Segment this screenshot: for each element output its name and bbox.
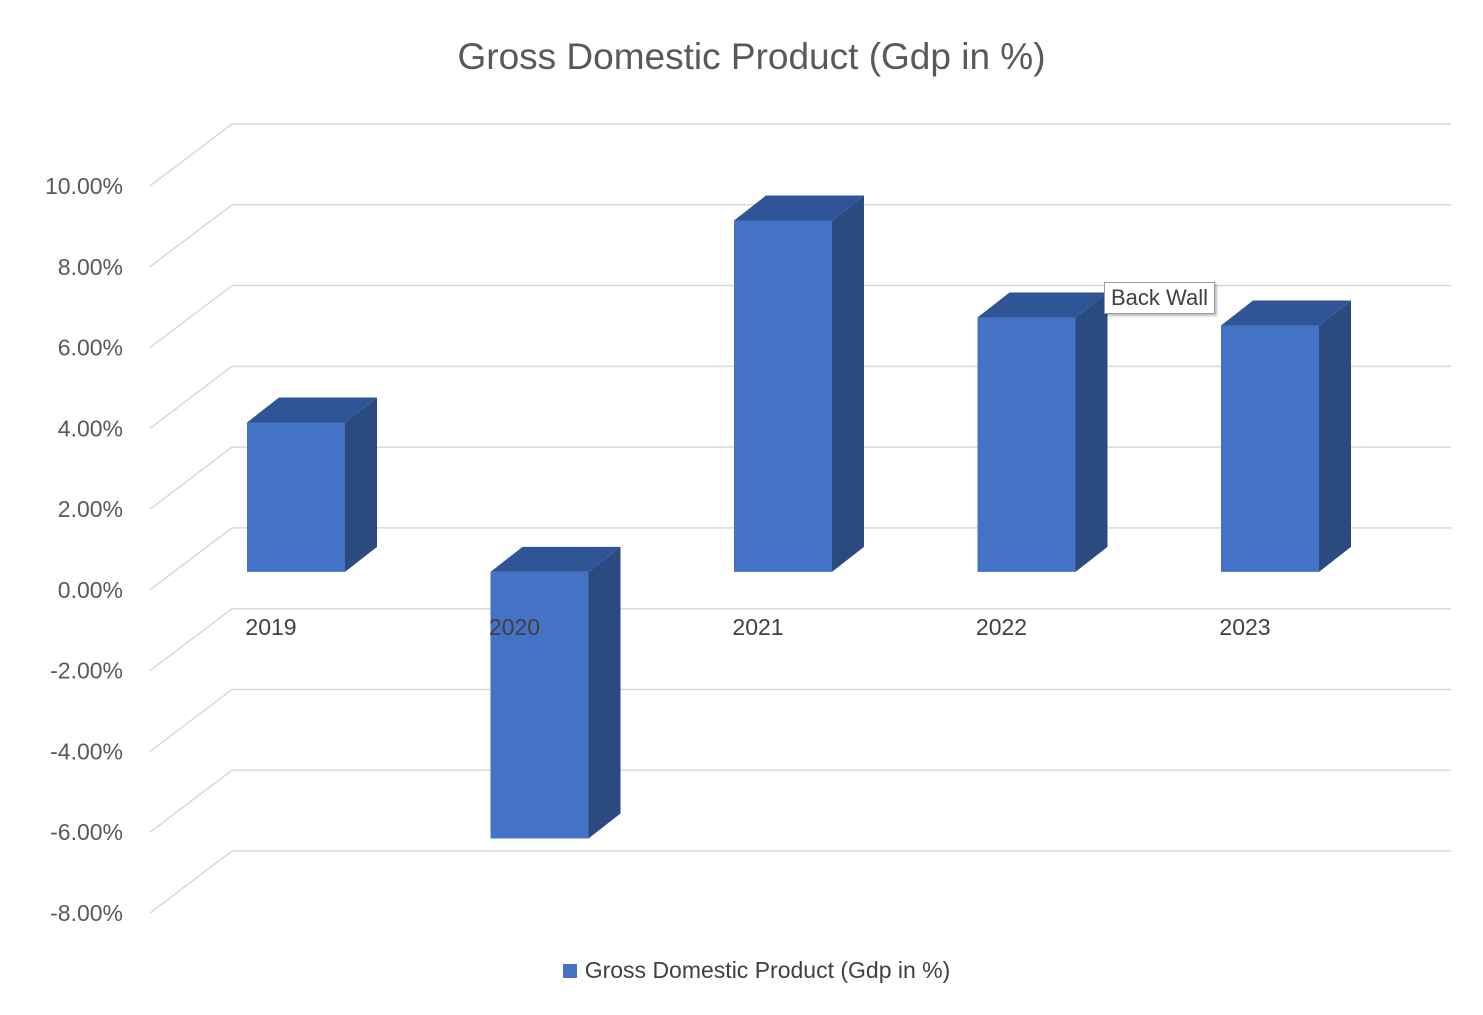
bar-front-face	[247, 422, 345, 572]
y-tick-label: -4.00%	[50, 738, 123, 764]
gridline-side-wall	[149, 769, 233, 833]
x-category-label-2023: 2023	[1219, 614, 1270, 640]
bar-2021[interactable]	[734, 195, 864, 572]
y-tick-label: 8.00%	[58, 254, 123, 280]
y-tick-label: -6.00%	[50, 819, 123, 845]
y-tick-label: -2.00%	[50, 658, 123, 684]
tooltip-back-wall: Back Wall	[1104, 282, 1215, 314]
gridline-side-wall	[149, 688, 233, 753]
bar-side-face	[1075, 292, 1108, 572]
gridline-side-wall	[149, 446, 233, 510]
bar-side-face	[588, 546, 621, 839]
bar-2019[interactable]	[247, 397, 377, 572]
y-tick-label: 6.00%	[58, 335, 123, 361]
bar-top-face	[1221, 300, 1351, 326]
gridline-side-wall	[149, 527, 233, 591]
y-tick-label: -8.00%	[50, 900, 123, 926]
gridline-side-wall	[149, 284, 233, 349]
bar-top-face	[977, 292, 1108, 318]
bar-front-face	[490, 571, 589, 839]
y-tick-label: 10.00%	[45, 173, 123, 199]
gridline-side-wall	[149, 365, 233, 429]
legend-label: Gross Domestic Product (Gdp in %)	[584, 957, 951, 983]
chart-title: Gross Domestic Product (Gdp in %)	[457, 36, 1046, 77]
x-axis-category-labels: 2019 2020 2021 2022 2023	[245, 614, 1270, 640]
bars[interactable]	[247, 195, 1351, 839]
bar-2020[interactable]	[490, 546, 621, 839]
gridline-side-wall	[149, 123, 233, 187]
y-tick-label: 2.00%	[58, 496, 123, 522]
bar-side-face	[345, 397, 377, 572]
bar-2023[interactable]	[1221, 300, 1351, 572]
bar-front-face	[734, 220, 832, 572]
legend-swatch	[562, 964, 577, 978]
gridline-side-wall	[149, 204, 233, 268]
bar-top-face	[247, 397, 377, 423]
bar-2022[interactable]	[977, 292, 1108, 572]
bar-top-face	[734, 195, 864, 221]
bar-front-face	[977, 317, 1076, 572]
gridline-side-wall	[149, 608, 233, 672]
y-tick-label: 4.00%	[58, 415, 123, 441]
y-tick-label: 0.00%	[58, 577, 123, 603]
x-category-label-2021: 2021	[732, 614, 783, 640]
bar-front-face	[1221, 325, 1319, 572]
bar-side-face	[1319, 300, 1351, 572]
gridline-side-wall	[149, 850, 233, 914]
legend[interactable]: Gross Domestic Product (Gdp in %)	[0, 957, 1483, 984]
x-category-label-2020: 2020	[489, 614, 540, 640]
x-category-label-2022: 2022	[976, 614, 1027, 640]
y-axis-tick-labels: 10.00% 8.00% 6.00% 4.00% 2.00% 0.00% -2.00% -4.…	[45, 173, 123, 926]
bar-top-face	[490, 546, 621, 572]
x-category-label-2019: 2019	[245, 614, 296, 640]
bar-side-face	[832, 195, 864, 572]
